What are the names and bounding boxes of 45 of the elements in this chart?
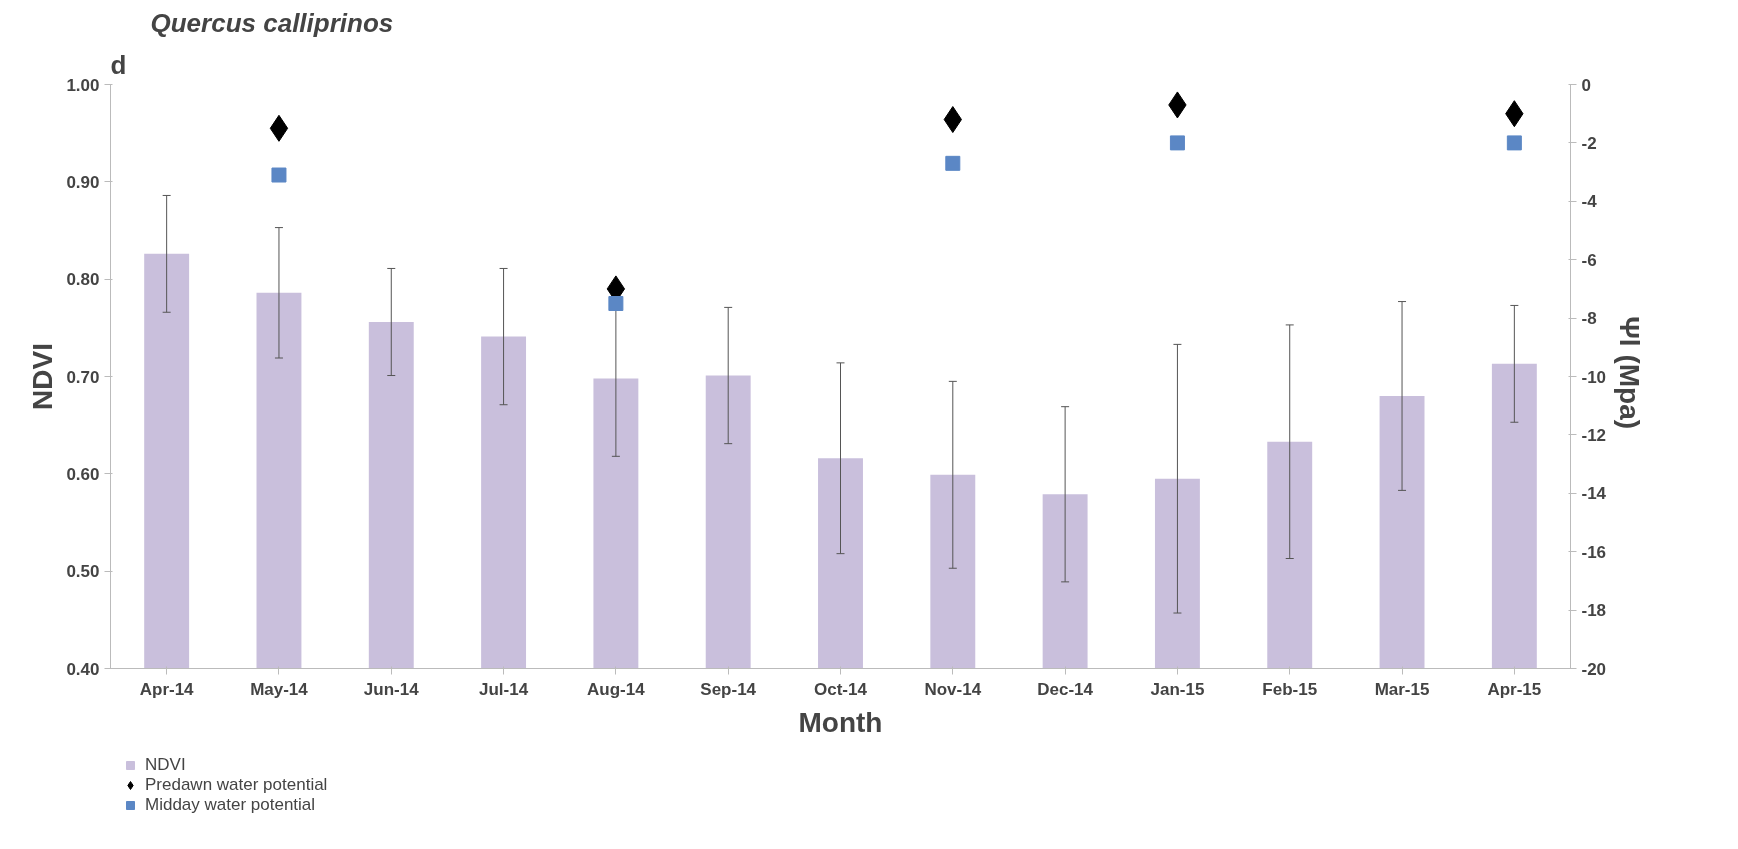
x-tick-label: Feb-15: [1262, 679, 1318, 699]
chart-title: Quercus calliprinos: [150, 7, 394, 38]
y-tick-label: 0.70: [66, 367, 100, 387]
y-tick-label: 0.40: [66, 659, 100, 679]
x-axis-title: Month: [798, 706, 883, 738]
y-axis-title: NDVI: [27, 343, 59, 410]
legend-label: NDVI: [145, 755, 186, 775]
legend-label: Midday water potential: [145, 795, 316, 815]
point: [608, 296, 624, 311]
y2-tick-label: -16: [1581, 542, 1607, 562]
point: [269, 114, 289, 142]
point: [271, 167, 287, 183]
y-tick-label: 0.80: [66, 270, 100, 290]
y2-tick-label: -12: [1581, 425, 1607, 445]
y2-tick-label: -8: [1581, 309, 1597, 329]
point: [1506, 135, 1522, 151]
y2-tick-label: -2: [1581, 133, 1597, 153]
point: [1169, 135, 1185, 151]
y-tick-label: 0.90: [66, 172, 100, 192]
text: d: [110, 49, 127, 80]
x-tick-label: Oct-14: [814, 679, 868, 699]
legend-label: Predawn water potential: [145, 775, 328, 795]
y2-tick-label: -6: [1581, 250, 1597, 270]
y-tick-label: 0.60: [66, 464, 100, 484]
x-tick-label: Mar-15: [1374, 679, 1430, 699]
x-tick-label: Aug-14: [587, 679, 646, 699]
x-tick-label: Jun-14: [363, 679, 420, 699]
x-tick-label: Apr-15: [1487, 679, 1542, 699]
x-tick-label: May-14: [250, 679, 309, 699]
x-tick-label: Nov-14: [924, 679, 982, 699]
y2-tick-label: -18: [1581, 601, 1607, 621]
y2-tick-label: 0: [1581, 75, 1591, 95]
point: [945, 155, 961, 171]
y2-tick-label: -14: [1581, 484, 1607, 504]
y-tick-label: 0.50: [66, 562, 100, 582]
x-tick-label: Apr-14: [139, 679, 195, 699]
y2-tick-label: -20: [1581, 659, 1607, 679]
x-tick-label: Jan-15: [1150, 679, 1205, 699]
y2-tick-label: -10: [1581, 367, 1607, 387]
y2-tick-label: -4: [1581, 192, 1598, 212]
x-tick-label: Dec-14: [1037, 679, 1094, 699]
x-tick-label: Jul-14: [479, 679, 529, 699]
x-tick-label: Sep-14: [700, 679, 757, 699]
y-tick-label: 1.00: [66, 75, 100, 95]
y2-axis-title: Ψl (Mpa): [1614, 316, 1646, 430]
